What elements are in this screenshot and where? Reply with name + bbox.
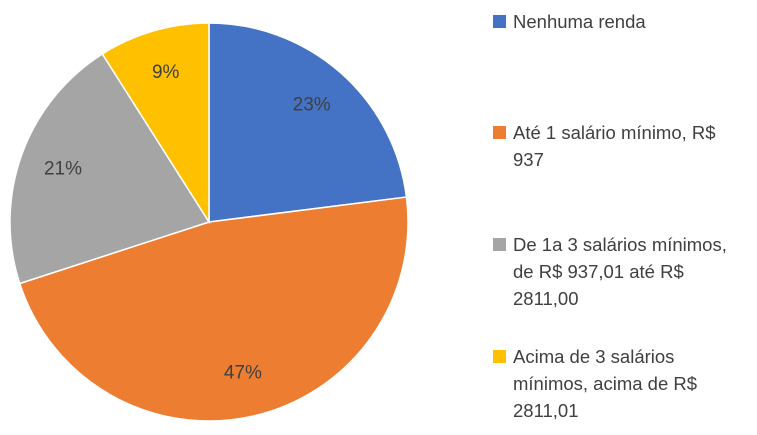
legend-label: Acima de 3 salários mínimos, acima de R$…	[513, 346, 698, 421]
legend-swatch	[493, 350, 506, 363]
legend-item: Até 1 salário mínimo, R$ 937	[493, 119, 743, 173]
slice	[208, 22, 408, 223]
slice	[9, 52, 211, 285]
legend-swatch	[493, 238, 506, 251]
data-label: 9%	[152, 62, 180, 83]
data-label: 21%	[44, 158, 82, 179]
legend-label: Nenhuma renda	[513, 11, 646, 32]
slice	[101, 22, 210, 225]
legend-swatch	[493, 126, 506, 139]
slice	[18, 196, 409, 422]
legend-swatch	[493, 15, 506, 28]
data-label: 47%	[224, 362, 262, 383]
legend-label: Até 1 salário mínimo, R$ 937	[513, 122, 716, 170]
legend-label: De 1a 3 salários mínimos, de R$ 937,01 a…	[513, 234, 727, 309]
legend-item: Acima de 3 salários mínimos, acima de R$…	[493, 343, 743, 424]
legend-item: De 1a 3 salários mínimos, de R$ 937,01 a…	[493, 231, 743, 312]
legend-item: Nenhuma renda	[493, 8, 743, 35]
data-label: 23%	[293, 95, 331, 116]
